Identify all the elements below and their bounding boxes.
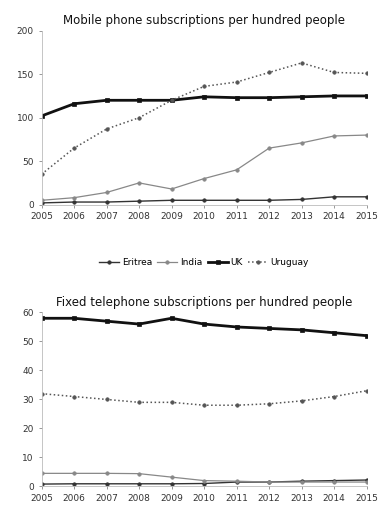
Uruguay (169, 399, 174, 406)
Uruguay (72, 393, 76, 399)
Eritrea (39, 200, 44, 206)
India (299, 479, 304, 485)
India (104, 189, 109, 196)
UK (299, 327, 304, 333)
Eritrea (299, 197, 304, 203)
UK (39, 315, 44, 322)
India (364, 132, 369, 138)
Eritrea (267, 479, 271, 485)
Uruguay (202, 83, 206, 90)
India (39, 471, 44, 477)
Eritrea (234, 197, 239, 203)
India (72, 195, 76, 201)
Eritrea (234, 479, 239, 485)
Eritrea (202, 480, 206, 486)
Uruguay (104, 126, 109, 132)
Uruguay (267, 401, 271, 407)
Uruguay (169, 97, 174, 103)
UK (169, 315, 174, 322)
Line: Uruguay: Uruguay (40, 389, 369, 407)
UK (137, 321, 141, 327)
UK (137, 97, 141, 103)
UK (364, 333, 369, 339)
Line: India: India (40, 472, 369, 484)
Line: Uruguay: Uruguay (40, 61, 369, 176)
Eritrea (299, 478, 304, 484)
UK (104, 318, 109, 324)
Line: India: India (40, 133, 369, 202)
Eritrea (137, 481, 141, 487)
India (137, 471, 141, 477)
India (234, 167, 239, 173)
India (364, 479, 369, 485)
Line: Eritrea: Eritrea (40, 478, 369, 486)
India (202, 176, 206, 182)
Eritrea (202, 197, 206, 203)
Eritrea (104, 199, 109, 205)
Title: Mobile phone subscriptions per hundred people: Mobile phone subscriptions per hundred p… (63, 14, 345, 27)
Uruguay (364, 388, 369, 394)
Uruguay (299, 398, 304, 404)
Uruguay (104, 396, 109, 402)
Legend: Eritrea, India, UK, Uruguay: Eritrea, India, UK, Uruguay (99, 258, 309, 267)
Eritrea (104, 481, 109, 487)
Eritrea (364, 194, 369, 200)
UK (332, 93, 336, 99)
Eritrea (267, 197, 271, 203)
Uruguay (39, 171, 44, 177)
Uruguay (202, 402, 206, 408)
Uruguay (137, 399, 141, 406)
India (234, 478, 239, 484)
India (332, 479, 336, 485)
UK (364, 93, 369, 99)
Eritrea (72, 481, 76, 487)
UK (104, 97, 109, 103)
Uruguay (137, 115, 141, 121)
UK (202, 321, 206, 327)
Eritrea (169, 481, 174, 487)
Uruguay (234, 402, 239, 408)
Line: UK: UK (39, 316, 369, 338)
Eritrea (137, 198, 141, 204)
Uruguay (332, 70, 336, 76)
Uruguay (299, 60, 304, 66)
India (169, 474, 174, 480)
UK (72, 101, 76, 107)
Uruguay (72, 145, 76, 151)
Title: Fixed telephone subscriptions per hundred people: Fixed telephone subscriptions per hundre… (56, 295, 352, 309)
Eritrea (72, 199, 76, 205)
India (299, 140, 304, 146)
UK (267, 95, 271, 101)
Line: UK: UK (39, 94, 369, 118)
Line: Eritrea: Eritrea (40, 195, 369, 205)
Eritrea (332, 478, 336, 484)
UK (39, 113, 44, 119)
India (169, 186, 174, 192)
Uruguay (39, 391, 44, 397)
UK (267, 325, 271, 331)
UK (72, 315, 76, 322)
Eritrea (39, 481, 44, 487)
UK (234, 95, 239, 101)
India (72, 471, 76, 477)
UK (202, 94, 206, 100)
Uruguay (234, 79, 239, 85)
India (332, 133, 336, 139)
India (202, 478, 206, 484)
Eritrea (364, 477, 369, 483)
India (137, 180, 141, 186)
Uruguay (332, 393, 336, 399)
Eritrea (169, 197, 174, 203)
India (39, 197, 44, 203)
Uruguay (364, 70, 369, 76)
UK (299, 94, 304, 100)
Uruguay (267, 70, 271, 76)
India (267, 479, 271, 485)
UK (234, 324, 239, 330)
UK (332, 330, 336, 336)
India (267, 145, 271, 151)
India (104, 471, 109, 477)
Eritrea (332, 194, 336, 200)
UK (169, 97, 174, 103)
